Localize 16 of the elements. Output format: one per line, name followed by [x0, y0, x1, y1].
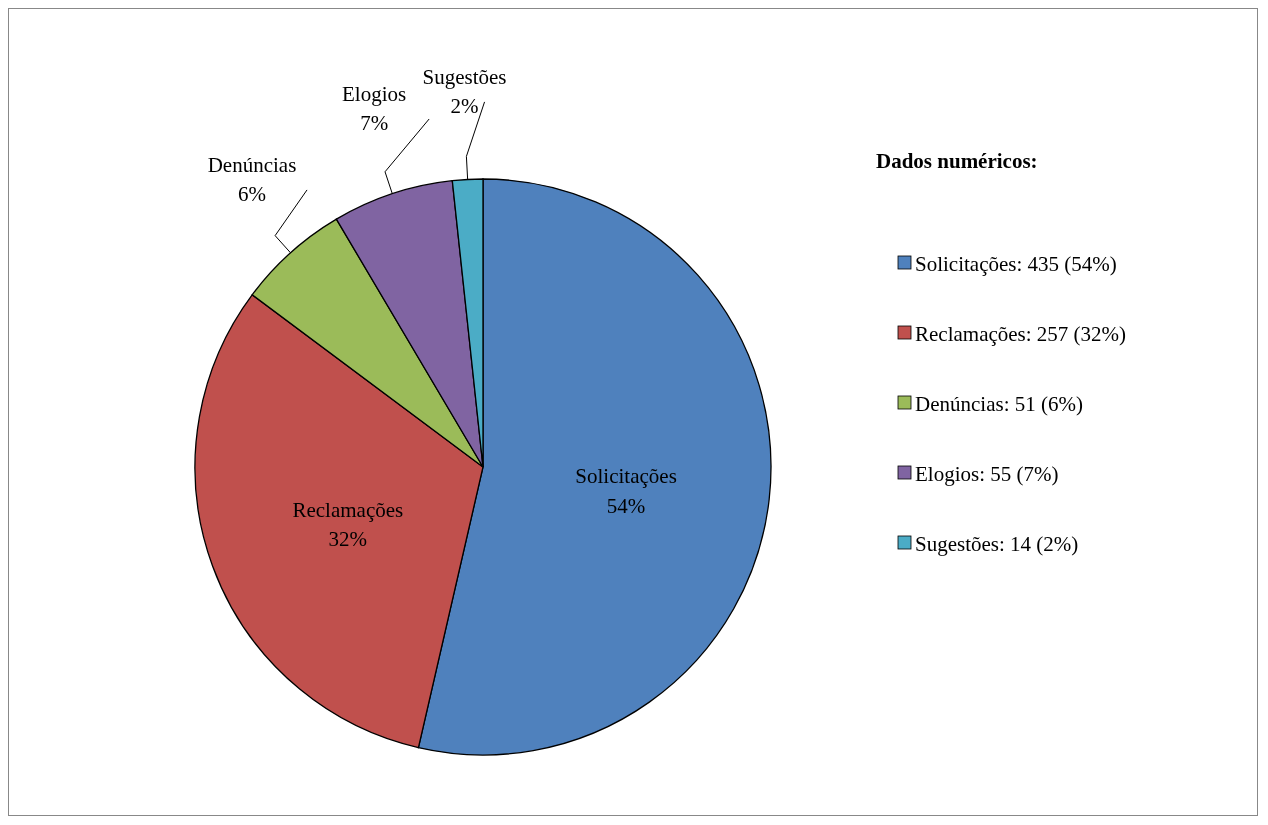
text: Elogios: 55 (7%) [915, 462, 1059, 486]
text: Solicitações: 435 (54%) [915, 252, 1117, 276]
slice-label: Solicitações [575, 464, 677, 489]
slice-label: Reclamações [292, 497, 404, 522]
text: Dados numéricos: [876, 149, 1038, 173]
data-label: 54% [606, 493, 646, 518]
text: Denúncias: 51 (6%) [915, 392, 1083, 416]
data-label: 2% [450, 94, 479, 119]
data-label: 6% [238, 182, 267, 207]
data-label: 32% [328, 527, 368, 552]
slice-label: Sugestões [422, 64, 507, 89]
text: Reclamações: 257 (32%) [915, 322, 1127, 346]
text: Sugestões: 14 (2%) [915, 532, 1079, 556]
slice-label: Denúncias [207, 152, 297, 177]
slice-label: Elogios [342, 81, 407, 106]
data-label: 7% [360, 111, 389, 136]
